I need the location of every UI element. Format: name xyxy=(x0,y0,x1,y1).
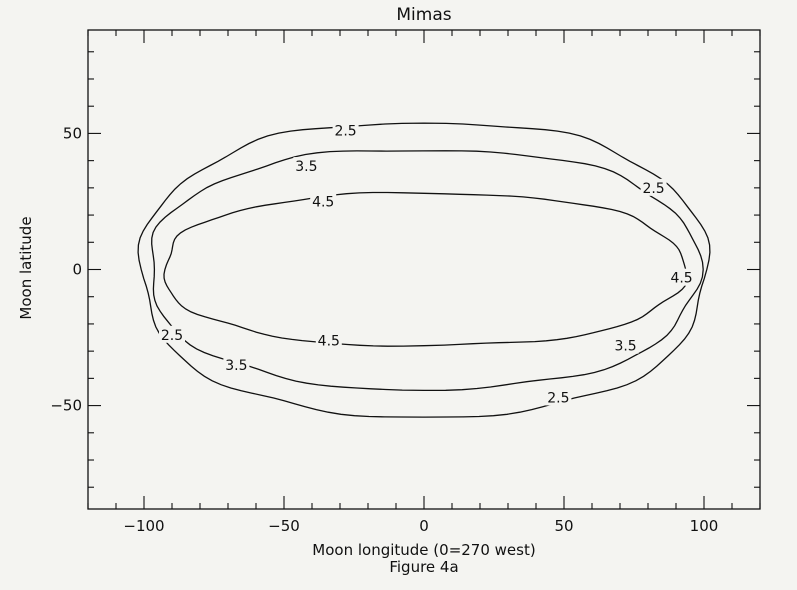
contour-label: 2.5 xyxy=(161,328,183,344)
axis-ticks xyxy=(87,30,761,509)
contour-label-bg xyxy=(310,192,337,210)
x-tick-label: −50 xyxy=(268,517,300,535)
contour-label-bg xyxy=(640,178,667,196)
plot-frame xyxy=(87,29,761,510)
contour-label-bg xyxy=(545,388,572,406)
contour-line-3-5 xyxy=(151,150,704,392)
x-tick-label: 50 xyxy=(554,517,573,535)
contour-label: 4.5 xyxy=(670,271,692,287)
contour-label: 2.5 xyxy=(642,181,664,197)
x-tick-label: −100 xyxy=(123,517,164,535)
contour-label: 2.5 xyxy=(334,124,356,140)
contour-label-bg xyxy=(159,325,185,343)
x-axis-label: Moon longitude (0=270 west) xyxy=(312,541,535,559)
contour-label: 3.5 xyxy=(614,339,636,355)
contour-label: 4.5 xyxy=(318,333,340,349)
tick-labels: −100 −50 0 50 100 −50 0 50 xyxy=(50,124,718,535)
y-tick-label: 0 xyxy=(72,261,82,279)
chart-title: Mimas xyxy=(396,5,451,25)
contour-label-bg xyxy=(223,355,250,373)
y-tick-label: −50 xyxy=(50,397,82,415)
contour-line-4-5 xyxy=(163,191,688,347)
y-tick-label: 50 xyxy=(63,124,82,142)
contour-label: 3.5 xyxy=(295,159,317,175)
y-axis-label: Moon latitude xyxy=(17,216,35,319)
contour-labels: 2.5 2.5 2.5 2.5 3.5 3.5 3.5 4.5 4.5 4.5 xyxy=(159,121,695,406)
contour-label-bg xyxy=(293,157,320,175)
contour-line-2-5 xyxy=(137,122,711,418)
figure-caption: Figure 4a xyxy=(389,558,458,576)
contour-label-bg xyxy=(668,268,695,286)
contour-label: 3.5 xyxy=(225,358,247,374)
contour-label: 4.5 xyxy=(312,194,334,210)
contour-label-bg xyxy=(332,121,359,139)
x-tick-label: 100 xyxy=(690,517,719,535)
contour-label-bg xyxy=(315,331,342,349)
contour-label-bg xyxy=(612,336,639,354)
contour-lines xyxy=(137,122,711,418)
contour-label: 2.5 xyxy=(547,390,569,406)
x-tick-label: 0 xyxy=(419,517,429,535)
